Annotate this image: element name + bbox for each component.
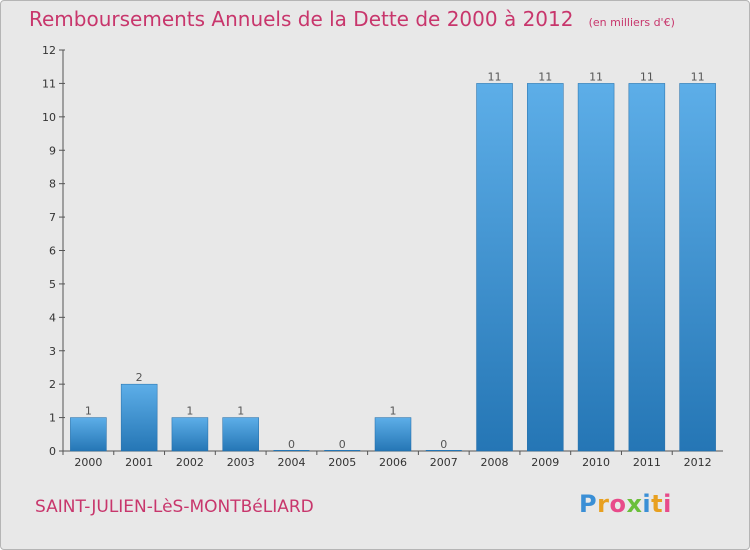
y-tick-label: 9 (49, 144, 56, 157)
data-label: 1 (85, 405, 92, 418)
logo-letter: i (642, 490, 652, 518)
x-tick-label: 2006 (379, 456, 407, 469)
logo-letter: P (579, 490, 598, 518)
y-tick-label: 5 (49, 278, 56, 291)
chart-subtitle: (en milliers d'€) (588, 16, 675, 29)
logo-letter: x (626, 490, 643, 518)
title-row: Remboursements Annuels de la Dette de 20… (29, 7, 675, 37)
data-label: 11 (589, 70, 603, 83)
x-tick-label: 2008 (481, 456, 509, 469)
data-label: 1 (237, 405, 244, 418)
x-tick-label: 2007 (430, 456, 458, 469)
bar (222, 417, 259, 452)
x-tick-label: 2012 (684, 456, 712, 469)
data-label: 1 (390, 405, 397, 418)
bar (577, 83, 615, 452)
x-tick-label: 2011 (633, 456, 661, 469)
x-tick-label: 2005 (328, 456, 356, 469)
bar (324, 450, 361, 451)
bar (527, 83, 564, 452)
bar (374, 417, 412, 452)
data-label: 11 (640, 70, 654, 83)
y-tick-label: 6 (49, 245, 56, 258)
x-tick-label: 2000 (74, 456, 102, 469)
y-tick-label: 8 (49, 178, 56, 191)
bar (70, 417, 107, 452)
y-tick-label: 4 (49, 311, 56, 324)
bar (628, 83, 666, 452)
data-label: 11 (691, 70, 705, 83)
bar (425, 450, 462, 451)
x-tick-label: 2001 (125, 456, 153, 469)
commune-name: SAINT-JULIEN-LèS-MONTBéLIARD (35, 497, 314, 517)
bar (171, 417, 209, 452)
logo-letter: o (609, 490, 627, 518)
x-tick-label: 2004 (277, 456, 305, 469)
y-tick-label: 11 (42, 77, 56, 90)
y-tick-label: 2 (49, 378, 56, 391)
labels: 1 2000 2 2001 1 2002 1 2003 0 2004 0 2005 1 2006 0 2007… (74, 70, 711, 469)
x-tick-label: 2010 (582, 456, 610, 469)
logo-letter: i (663, 490, 672, 518)
logo-letter: r (597, 490, 610, 518)
bar (120, 383, 158, 452)
x-tick-label: 2009 (531, 456, 559, 469)
x-tick-label: 2002 (176, 456, 204, 469)
data-label: 1 (186, 405, 193, 418)
data-label: 11 (488, 70, 502, 83)
x-tick-label: 2003 (227, 456, 255, 469)
y-tick-label: 1 (49, 412, 56, 425)
y-tick-label: 12 (42, 44, 56, 57)
bars (70, 83, 716, 452)
bar (476, 83, 513, 452)
y-tick-label: 7 (49, 211, 56, 224)
data-label: 11 (538, 70, 552, 83)
chart-title: Remboursements Annuels de la Dette de 20… (29, 7, 574, 31)
bar (679, 83, 716, 452)
data-label: 0 (288, 438, 295, 451)
y-tick-label: 10 (42, 111, 56, 124)
logo-letter: t (651, 490, 664, 518)
data-label: 0 (440, 438, 447, 451)
data-label: 0 (339, 438, 346, 451)
proxiti-logo[interactable]: Proxiti (579, 490, 672, 518)
data-label: 2 (136, 371, 143, 384)
y-tick-label: 3 (49, 345, 56, 358)
y-tick-label: 0 (49, 445, 56, 458)
bar (273, 450, 310, 451)
